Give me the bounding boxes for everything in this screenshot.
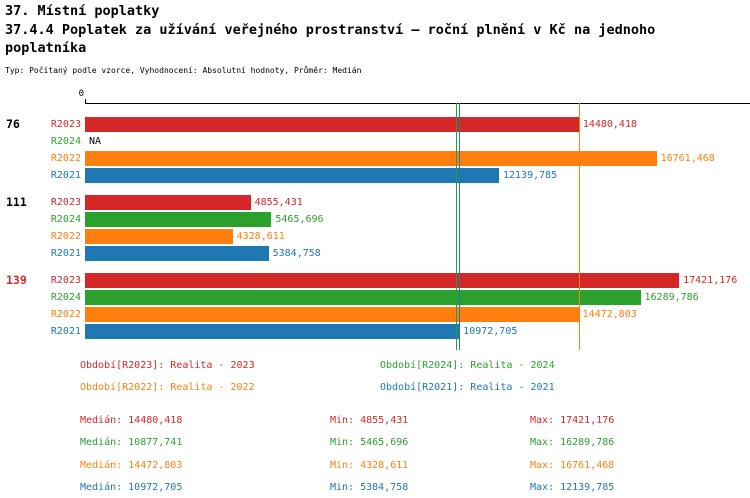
- x-axis-zero-label: 0: [78, 89, 84, 99]
- stat-max-R2021: Max: 12139,785: [530, 482, 615, 493]
- legend: Období[R2023]: Realita - 2023 Období[R202…: [0, 360, 750, 400]
- x-axis-tick: [85, 99, 86, 103]
- bar-value-label-R2022-111: 4328,611: [236, 231, 285, 242]
- series-row-label-R2023: R2023: [50, 119, 81, 130]
- series-row-label-R2021: R2021: [50, 326, 81, 337]
- bar-value-label-R2023-76: 14480,418: [582, 119, 637, 130]
- bar-value-label-R2022-76: 16761,468: [660, 153, 715, 164]
- stat-max-R2022: Max: 16761,468: [530, 460, 615, 471]
- bar-value-label-R2023-111: 4855,431: [254, 197, 303, 208]
- bar-R2023-76: [85, 117, 579, 132]
- chart-title: 37.4.4 Poplatek za užívání veřejného pro…: [5, 22, 656, 56]
- series-row-label-R2021: R2021: [50, 170, 81, 181]
- median-line-R2022: [578, 103, 580, 350]
- series-row-label-R2024: R2024: [50, 292, 81, 303]
- stat-median-R2023: Medián: 14480,418: [80, 415, 183, 426]
- x-axis-line: [85, 103, 750, 104]
- legend-item-R2024: Období[R2024]: Realita - 2024: [380, 360, 555, 371]
- stat-median-R2021: Medián: 10972,705: [80, 482, 183, 493]
- series-row-label-R2023: R2023: [50, 197, 81, 208]
- stat-median-R2022: Medián: 14472,803: [80, 460, 183, 471]
- bar-R2021-76: [85, 168, 499, 183]
- bar-value-label-R2021-139: 10972,705: [463, 326, 518, 337]
- stats-block: Medián: 14480,418 Min: 4855,431 Max: 17421…: [0, 415, 750, 495]
- bar-R2024-111: [85, 212, 272, 227]
- stat-min-R2021: Min: 5384,758: [330, 482, 409, 493]
- median-line-R2024: [455, 103, 457, 350]
- bar-R2022-139: [85, 307, 579, 322]
- bar-value-label-R2024-139: 16289,786: [644, 292, 699, 303]
- bar-R2021-139: [85, 324, 460, 339]
- bar-value-label-R2024-111: 5465,696: [275, 214, 324, 225]
- legend-item-R2022: Období[R2022]: Realita - 2022: [80, 382, 255, 393]
- bar-value-label-R2022-139: 14472,803: [582, 309, 637, 320]
- chart-meta-line: Typ: Počítaný podle vzorce, Vyhodnocení:…: [5, 66, 362, 75]
- series-row-label-R2022: R2022: [50, 231, 81, 242]
- stat-min-R2024: Min: 5465,696: [330, 437, 409, 448]
- stat-max-R2023: Max: 17421,176: [530, 415, 615, 426]
- series-row-label-R2024: R2024: [50, 214, 81, 225]
- series-row-label-R2022: R2022: [50, 309, 81, 320]
- section-title: 37. Místní poplatky: [5, 3, 160, 19]
- bar-R2022-111: [85, 229, 233, 244]
- median-line-R2021: [459, 103, 461, 350]
- stat-min-R2023: Min: 4855,431: [330, 415, 409, 426]
- series-row-label-R2022: R2022: [50, 153, 81, 164]
- group-label-139: 139: [6, 273, 27, 287]
- legend-item-R2021: Období[R2021]: Realita - 2021: [380, 382, 555, 393]
- stat-median-R2024: Medián: 10877,741: [80, 437, 183, 448]
- series-row-label-R2024: R2024: [50, 136, 81, 147]
- bar-value-label-R2023-139: 17421,176: [683, 275, 738, 286]
- bar-R2023-139: [85, 273, 680, 288]
- series-row-label-R2023: R2023: [50, 275, 81, 286]
- series-row-label-R2021: R2021: [50, 248, 81, 259]
- bar-value-label-R2021-111: 5384,758: [272, 248, 321, 259]
- bar-R2023-111: [85, 195, 251, 210]
- bar-R2024-139: [85, 290, 641, 305]
- stat-max-R2024: Max: 16289,786: [530, 437, 615, 448]
- group-label-111: 111: [6, 195, 27, 209]
- stat-min-R2022: Min: 4328,611: [330, 460, 409, 471]
- bar-value-label-R2021-76: 12139,785: [502, 170, 558, 181]
- bar-R2021-111: [85, 246, 269, 261]
- group-label-76: 76: [6, 117, 20, 131]
- bar-R2022-76: [85, 151, 657, 166]
- bar-value-label-R2024-76: NA: [89, 136, 102, 147]
- legend-item-R2023: Období[R2023]: Realita - 2023: [80, 360, 255, 371]
